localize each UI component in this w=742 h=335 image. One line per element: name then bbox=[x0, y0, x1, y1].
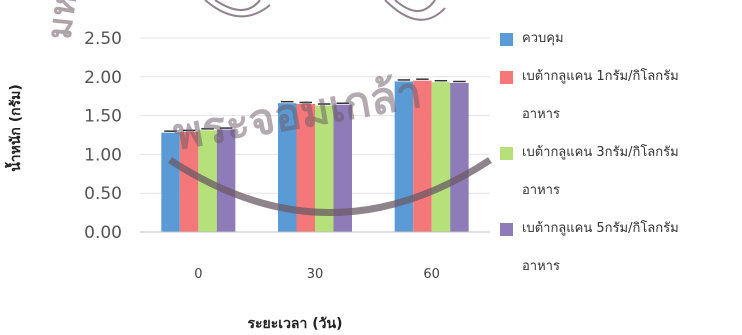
bar bbox=[431, 82, 451, 233]
legend-label: เบต้ากลูแคน 3กรัม/กิโลกรัม bbox=[522, 145, 679, 160]
legend-label: เบต้ากลูแคน 1กรัม/กิโลกรัม bbox=[522, 69, 679, 84]
error-bars bbox=[164, 78, 466, 132]
x-axis-ticks: 0 30 60 bbox=[194, 267, 440, 282]
legend-label: เบต้ากลูแคน 5กรัม/กิโลกรัม bbox=[522, 221, 679, 236]
legend-label: ควบคุม bbox=[522, 31, 564, 46]
bars bbox=[161, 80, 469, 233]
legend-item: เบต้ากลูแคน 1กรัม/กิโลกรัมอาหาร bbox=[500, 58, 740, 134]
y-tick-label: 1.00 bbox=[84, 145, 122, 165]
legend-swatch bbox=[500, 33, 513, 46]
legend: ควบคุม เบต้ากลูแคน 1กรัม/กิโลกรัม อาหาร เบต… bbox=[500, 20, 740, 286]
x-axis-label: ระยะเวลา (วัน) bbox=[248, 316, 343, 332]
y-axis-label: น้ำหนัก (กรัม) bbox=[4, 84, 24, 172]
bar bbox=[198, 130, 217, 232]
x-tick-label: 30 bbox=[307, 267, 324, 282]
y-tick-label: 2.50 bbox=[84, 29, 122, 49]
bar bbox=[278, 103, 297, 233]
x-tick-label: 0 bbox=[194, 267, 202, 282]
bar bbox=[413, 80, 432, 233]
y-tick-label: 0.50 bbox=[84, 184, 122, 204]
legend-item: เบต้ากลูแคน 5กรัม/กิโลกรัมอาหาร bbox=[500, 210, 740, 286]
legend-item: เบต้ากลูแคน 3กรัม/กิโลกรัมอาหาร bbox=[500, 134, 740, 210]
bar bbox=[394, 81, 414, 233]
bar bbox=[450, 83, 469, 233]
bar bbox=[296, 103, 315, 233]
bar bbox=[179, 131, 199, 232]
bar bbox=[333, 104, 352, 232]
bar bbox=[315, 105, 334, 232]
legend-swatch bbox=[500, 147, 513, 160]
legend-swatch bbox=[500, 223, 513, 236]
y-tick-label: 2.00 bbox=[84, 68, 122, 88]
bar bbox=[161, 132, 180, 232]
legend-item: ควบคุม bbox=[500, 20, 740, 58]
legend-label-line2: อาหาร bbox=[522, 259, 560, 274]
x-tick-label: 60 bbox=[423, 267, 440, 282]
y-axis-ticks: 0.00 0.50 1.00 1.50 2.00 2.50 bbox=[84, 29, 122, 243]
y-tick-label: 0.00 bbox=[84, 223, 122, 243]
bar bbox=[216, 129, 236, 232]
legend-swatch bbox=[500, 71, 513, 84]
legend-label-line2: อาหาร bbox=[522, 107, 560, 122]
y-tick-label: 1.50 bbox=[84, 107, 122, 127]
legend-label-line2: อาหาร bbox=[522, 183, 560, 198]
